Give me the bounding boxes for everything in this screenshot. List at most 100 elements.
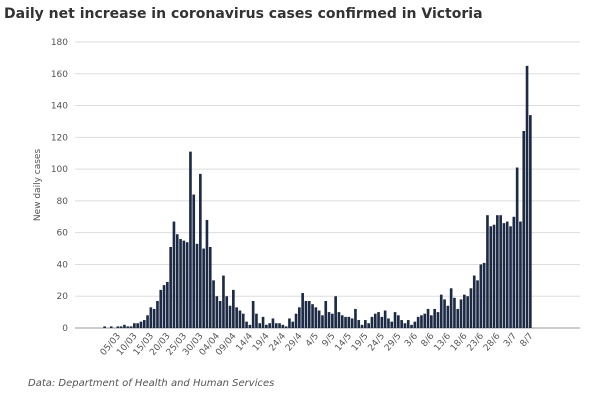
bar xyxy=(324,300,328,328)
bar xyxy=(347,316,351,328)
bar xyxy=(304,300,308,328)
bar xyxy=(403,323,407,328)
bar xyxy=(261,316,265,328)
bar xyxy=(248,324,252,328)
bar xyxy=(515,167,519,328)
bar xyxy=(387,318,390,328)
bar xyxy=(149,307,153,328)
y-tick-label: 120 xyxy=(51,133,68,143)
bar xyxy=(499,215,502,328)
bar xyxy=(268,323,271,328)
bar xyxy=(298,307,301,328)
bar xyxy=(406,320,410,328)
bar xyxy=(436,312,440,328)
bar xyxy=(443,299,446,328)
bar xyxy=(192,194,196,328)
bar xyxy=(370,316,374,328)
bar xyxy=(301,293,304,328)
bar xyxy=(314,307,318,328)
bar xyxy=(502,223,506,328)
bar xyxy=(119,326,123,328)
bar xyxy=(449,288,453,328)
bar xyxy=(512,216,516,328)
x-tick-label: 19/5 xyxy=(350,332,371,354)
bar xyxy=(208,246,212,328)
bar xyxy=(129,326,133,328)
bar xyxy=(529,115,532,328)
bar xyxy=(479,264,483,328)
bar xyxy=(337,312,341,328)
bar xyxy=(156,300,159,328)
bar xyxy=(195,243,199,328)
bar xyxy=(509,226,512,328)
chart-title: Daily net increase in coronavirus cases … xyxy=(4,6,483,22)
x-tick-label: 19/4 xyxy=(251,331,272,353)
bar xyxy=(199,173,202,328)
bar xyxy=(420,315,423,328)
bar xyxy=(344,316,347,328)
x-tick-label: 3/7 xyxy=(502,332,519,350)
bar xyxy=(245,321,248,328)
bar xyxy=(317,310,321,328)
bar xyxy=(228,305,232,328)
bar xyxy=(238,310,242,328)
bar xyxy=(103,326,106,328)
y-tick-label: 0 xyxy=(62,324,68,334)
bar xyxy=(185,242,189,328)
x-tick-label: 24/4 xyxy=(267,331,288,353)
bar xyxy=(152,308,156,328)
bar xyxy=(109,326,113,328)
bar xyxy=(202,248,205,328)
bar xyxy=(453,297,456,328)
y-tick-label: 140 xyxy=(51,102,68,112)
y-axis-label: New daily cases xyxy=(33,149,43,222)
bar xyxy=(522,130,526,328)
x-tick-label: 14/5 xyxy=(333,332,354,354)
bar xyxy=(225,296,229,328)
bar xyxy=(218,300,222,328)
bar xyxy=(215,296,219,328)
bar xyxy=(307,300,311,328)
bar xyxy=(284,326,288,328)
bar xyxy=(172,221,176,328)
bar xyxy=(357,320,361,328)
x-tick-label: 18/6 xyxy=(449,331,470,353)
bar xyxy=(459,299,463,328)
y-tick-label: 60 xyxy=(57,229,69,239)
bar xyxy=(281,324,285,328)
x-tick-label: 8/7 xyxy=(519,332,536,350)
bar xyxy=(166,281,169,328)
bar xyxy=(294,313,298,328)
bar xyxy=(212,280,215,328)
bar xyxy=(446,305,450,328)
bar xyxy=(469,288,473,328)
bar xyxy=(258,323,262,328)
bar xyxy=(423,313,427,328)
bar xyxy=(505,221,509,328)
bar xyxy=(489,226,493,328)
bar xyxy=(205,219,209,328)
bar xyxy=(397,315,400,328)
bar xyxy=(364,320,367,328)
y-tick-label: 20 xyxy=(57,292,69,302)
bar xyxy=(274,323,278,328)
bar xyxy=(235,307,238,328)
bar xyxy=(327,312,331,328)
bar xyxy=(142,320,146,328)
x-tick-label: 29/5 xyxy=(383,332,404,354)
bar xyxy=(136,323,139,328)
bar xyxy=(496,215,499,328)
bar xyxy=(367,323,370,328)
bar xyxy=(146,315,149,328)
bar xyxy=(413,321,417,328)
bar xyxy=(393,312,397,328)
bar xyxy=(463,294,466,328)
bar xyxy=(433,308,436,328)
bar xyxy=(169,246,172,328)
bar xyxy=(373,313,377,328)
source: Data: Department of Health and Human Ser… xyxy=(28,378,274,389)
x-tick-label: 3/6 xyxy=(403,331,420,349)
bar xyxy=(126,326,130,328)
bar xyxy=(380,316,384,328)
x-tick-label: 23/6 xyxy=(465,331,486,353)
